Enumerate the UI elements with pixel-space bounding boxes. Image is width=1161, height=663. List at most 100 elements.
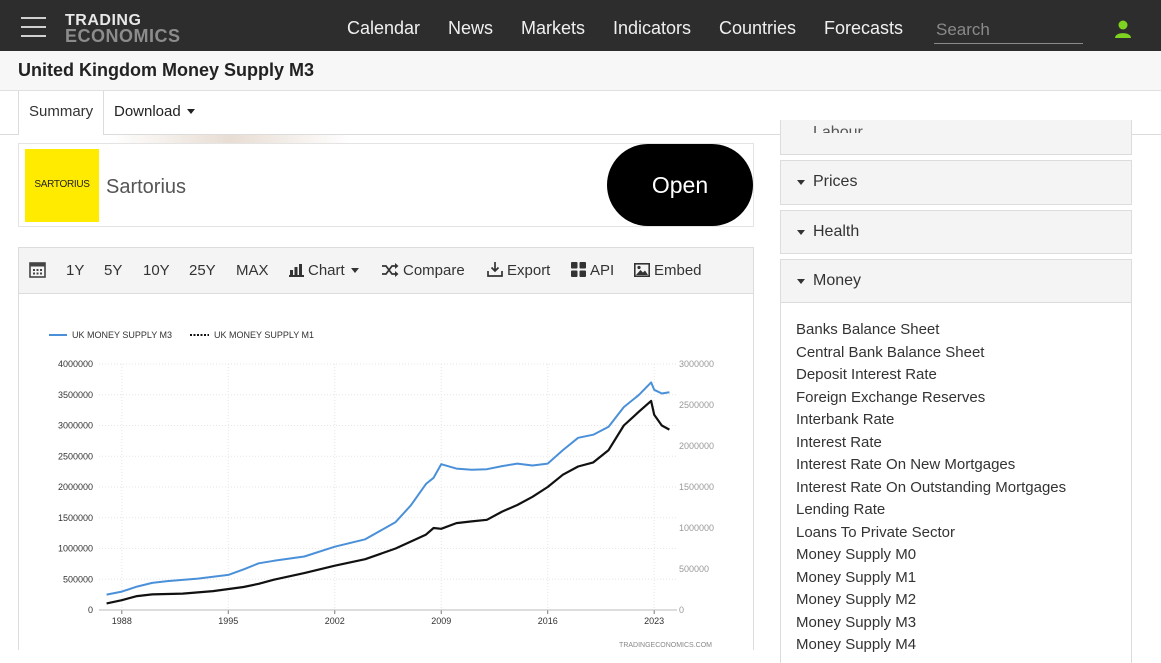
series-line-m3: [106, 381, 670, 596]
calendar-icon[interactable]: [29, 261, 50, 280]
y-left-tick-label: 1000000: [58, 544, 93, 554]
range-25y-button[interactable]: 25Y: [189, 262, 216, 279]
tab-summary[interactable]: Summary: [18, 91, 104, 135]
x-tick-label: 1995: [218, 616, 238, 626]
sidebar-link[interactable]: Interest Rate On Outstanding Mortgages: [796, 479, 1067, 496]
chart-area: 0 500000 1000000 1500000 2000000 2500000 30000…: [18, 294, 754, 650]
sidebar-link[interactable]: Money Supply M2: [796, 591, 917, 608]
bar-chart-icon: [289, 264, 304, 277]
nav-calendar[interactable]: Calendar: [347, 18, 421, 38]
sidebar-link[interactable]: Money Supply M1: [796, 569, 917, 586]
sidebar-link[interactable]: Lending Rate: [796, 501, 886, 518]
x-tick-label: 2002: [325, 616, 345, 626]
advertisement[interactable]: SARTORIUS Sartorius Open: [18, 143, 754, 227]
sidebar-section-health[interactable]: Health: [780, 210, 1132, 254]
y-left-tick-label: 1500000: [58, 513, 93, 523]
sidebar-section-label: Money: [813, 272, 862, 289]
tab-download[interactable]: Download: [114, 103, 195, 120]
caret-down-icon: [797, 180, 805, 185]
sidebar-link[interactable]: Deposit Interest Rate: [796, 366, 937, 383]
caret-down-icon: [797, 279, 805, 284]
ad-logo-text: SARTORIUS: [34, 179, 90, 190]
ad-image-strip: [110, 135, 350, 143]
nav-news[interactable]: News: [448, 18, 494, 38]
search-input[interactable]: [934, 16, 1083, 44]
logo-line-1: TRADING: [65, 12, 142, 29]
api-button[interactable]: API: [571, 262, 614, 279]
sidebar-section-label: Health: [813, 223, 860, 240]
sidebar-link[interactable]: Interest Rate: [796, 434, 882, 451]
sidebar-section-labour[interactable]: Labour: [780, 120, 1132, 155]
grid-icon: [571, 262, 586, 277]
ad-advertiser-name: Sartorius: [106, 176, 187, 198]
sidebar-section-money[interactable]: Money: [780, 259, 1132, 303]
embed-button[interactable]: Embed: [634, 262, 702, 279]
user-icon[interactable]: [1113, 19, 1133, 39]
legend-label-m1: UK MONEY SUPPLY M1: [214, 330, 314, 340]
nav-indicators[interactable]: Indicators: [613, 18, 692, 38]
export-label: Export: [507, 262, 551, 279]
y-right-tick-label: 2500000: [679, 400, 714, 410]
caret-down-icon: [797, 230, 805, 235]
y-left-tick-label: 2500000: [58, 451, 93, 461]
x-tick-label: 2016: [538, 616, 558, 626]
sidebar-link[interactable]: Interbank Rate: [796, 411, 895, 428]
sidebar-link[interactable]: Banks Balance Sheet: [796, 321, 940, 338]
export-button[interactable]: Export: [487, 262, 550, 279]
menu-icon[interactable]: [21, 17, 46, 37]
x-tick-label: 2009: [431, 616, 451, 626]
y-right-tick-label: 3000000: [679, 359, 714, 369]
chart-type-button[interactable]: Chart: [289, 262, 359, 279]
range-1y-button[interactable]: 1Y: [66, 262, 85, 279]
embed-label: Embed: [654, 262, 702, 279]
x-tick-label: 2023: [644, 616, 664, 626]
y-left-tick-label: 3500000: [58, 390, 93, 400]
y-left-tick-label: 500000: [63, 574, 93, 584]
y-left-tick-label: 2000000: [58, 482, 93, 492]
range-10y-button[interactable]: 10Y: [143, 262, 170, 279]
sidebar-money-list: Banks Balance Sheet Central Bank Balance…: [780, 303, 1132, 663]
api-label: API: [590, 262, 615, 279]
sidebar-link[interactable]: Money Supply M0: [796, 546, 917, 563]
range-max-button[interactable]: MAX: [236, 262, 269, 279]
series-line-m1: [106, 399, 670, 605]
download-icon: [487, 262, 503, 277]
sidebar-section-prices[interactable]: Prices: [780, 160, 1132, 205]
nav-markets[interactable]: Markets: [521, 18, 586, 38]
y-left-tick-label: 3000000: [58, 421, 93, 431]
image-icon: [634, 263, 650, 277]
sidebar-section-label: Prices: [813, 173, 858, 190]
sidebar-section-label: Labour: [813, 124, 863, 141]
logo[interactable]: TRADING ECONOMICS: [65, 12, 181, 46]
page-title: United Kingdom Money Supply M3: [18, 60, 314, 80]
compare-button[interactable]: Compare: [381, 262, 465, 279]
shuffle-icon: [382, 263, 399, 277]
chart-watermark: TRADINGECONOMICS.COM: [619, 642, 712, 649]
sidebar-link[interactable]: Loans To Private Sector: [796, 524, 955, 541]
y-left-tick-label: 4000000: [58, 359, 93, 369]
ad-open-button[interactable]: Open: [607, 144, 753, 226]
compare-label: Compare: [403, 262, 465, 279]
title-bar: United Kingdom Money Supply M3: [0, 51, 1161, 91]
y-right-tick-label: 0: [679, 605, 684, 615]
x-tick-label: 1988: [112, 616, 132, 626]
sidebar-link[interactable]: Money Supply M4: [796, 636, 917, 653]
range-5y-button[interactable]: 5Y: [104, 262, 123, 279]
line-chart[interactable]: 0 500000 1000000 1500000 2000000 2500000 30000…: [19, 294, 755, 650]
sidebar-link[interactable]: Money Supply M3: [796, 614, 917, 631]
nav-countries[interactable]: Countries: [719, 18, 797, 38]
y-right-tick-label: 2000000: [679, 441, 714, 451]
y-right-tick-label: 500000: [679, 564, 709, 574]
sidebar-link[interactable]: Interest Rate On New Mortgages: [796, 456, 1016, 473]
caret-down-icon: [350, 268, 359, 273]
sidebar-link[interactable]: Foreign Exchange Reserves: [796, 389, 986, 406]
nav-forecasts[interactable]: Forecasts: [824, 18, 904, 38]
chart-type-label: Chart: [308, 262, 345, 279]
y-right-tick-label: 1000000: [679, 523, 714, 533]
ad-logo: SARTORIUS: [25, 149, 99, 222]
chart-toolbar: 1Y 5Y 10Y 25Y MAX Chart Compare Export A…: [18, 247, 754, 294]
sidebar-link[interactable]: Central Bank Balance Sheet: [796, 344, 985, 361]
top-nav-bar: TRADING ECONOMICS Calendar News Markets …: [0, 0, 1161, 51]
logo-line-2: ECONOMICS: [65, 26, 181, 46]
tab-download-label: Download: [114, 103, 181, 120]
